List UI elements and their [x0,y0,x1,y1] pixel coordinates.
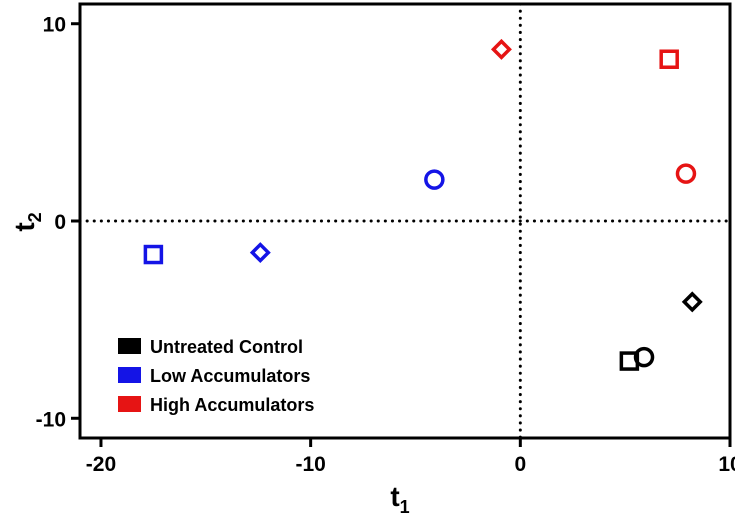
legend-swatch-low-accumulators [118,367,141,383]
x-tick-label: -10 [295,453,325,476]
y-axis-label-sub: 2 [25,212,45,222]
y-axis-label: t2 [9,212,45,231]
x-axis-label: t1 [390,481,409,517]
x-tick-label: -20 [86,453,116,476]
data-point-diamond [249,242,271,264]
legend-label-untreated-control: Untreated Control [150,337,303,357]
legend-label-low-accumulators: Low Accumulators [150,366,310,386]
y-axis-label-main: t [9,222,40,231]
x-tick-label: 0 [514,453,526,476]
x-axis-label-main: t [390,481,399,512]
data-point-circle [633,346,655,368]
data-point-circle [424,169,445,190]
legend-swatch-high-accumulators [118,396,141,412]
axis-ticks: -20 -10 0 10 -10 0 10 [36,14,735,476]
data-point-diamond [681,291,703,313]
data-point-diamond [490,38,512,60]
x-tick-label: 10 [718,453,735,476]
data-point-square [143,244,164,265]
legend-label-high-accumulators: High Accumulators [150,395,314,415]
data-point-square [659,49,679,69]
y-tick-label: 10 [43,14,66,37]
data-point-circle [675,163,697,184]
data-points [143,38,703,371]
x-axis-label-sub: 1 [400,497,410,517]
legend-swatch-untreated-control [118,338,141,354]
y-tick-label: 0 [54,211,66,234]
legend: Untreated Control Low Accumulators High … [118,337,314,415]
y-tick-label: -10 [36,408,66,431]
